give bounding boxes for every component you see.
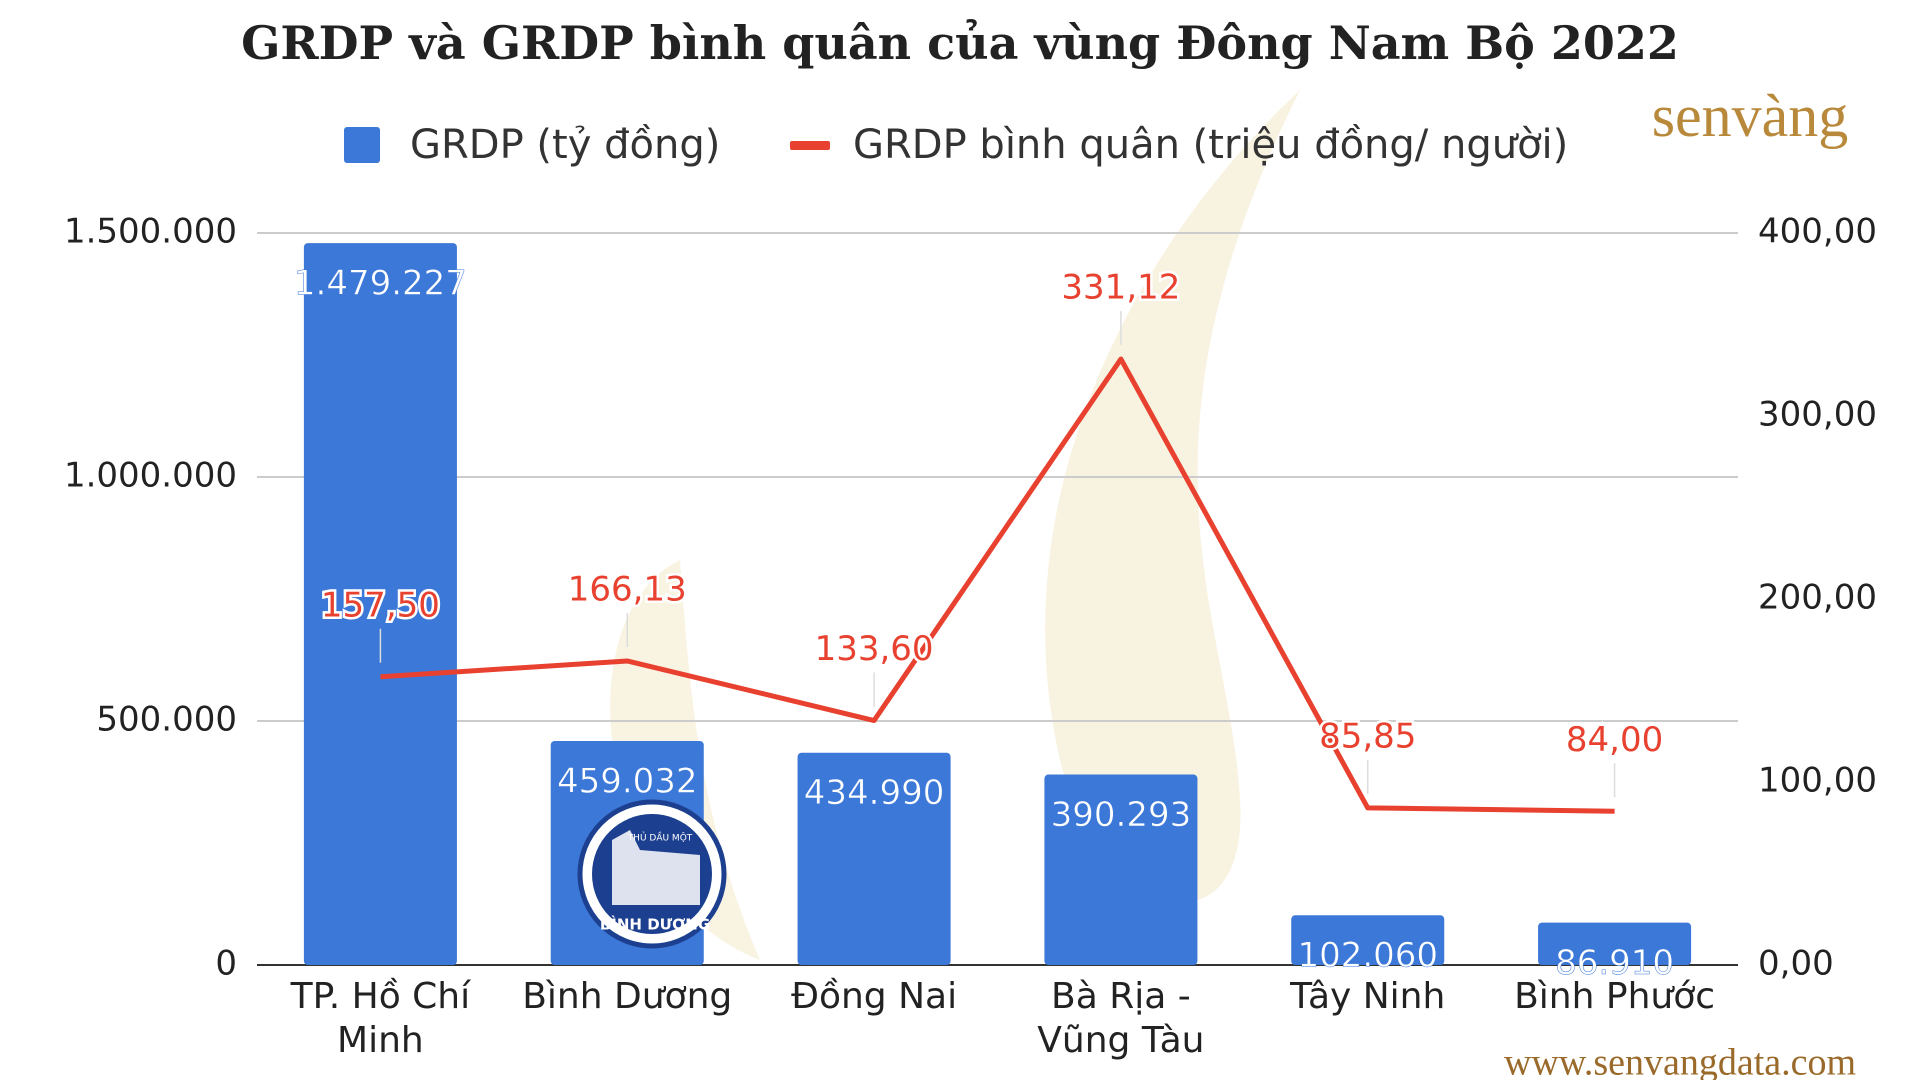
badge-building: [612, 830, 700, 905]
y2-tick-label: 100,00: [1758, 761, 1877, 801]
y-tick-label: 0: [215, 944, 237, 984]
line: [380, 356, 1615, 814]
legend-label: GRDP bình quân (triệu đồng/ người): [853, 122, 1568, 168]
line-value-label: 166,13: [568, 569, 687, 609]
watermark-logo: senvàng: [1652, 83, 1849, 149]
y2-tick-label: 0,00: [1758, 944, 1834, 984]
x-tick-label: Bình Phước: [1514, 976, 1716, 1017]
x-tick-label: Tây Ninh: [1290, 976, 1446, 1017]
line-value-label: 133,60: [815, 629, 934, 669]
legend-label: GRDP (tỷ đồng): [410, 122, 720, 168]
bar-value-label: 1.479.227: [294, 264, 467, 304]
badge-text: BÌNH DƯƠNG: [600, 915, 710, 934]
x-tick-label: TP. Hồ Chí Minh: [290, 976, 471, 1061]
bar: [1538, 922, 1692, 965]
bar-value-label: 390.293: [1051, 795, 1192, 835]
y2-tick-label: 400,00: [1758, 212, 1877, 252]
bar-value-label: 459.032: [557, 761, 698, 801]
line-value-label: 84,00: [1566, 720, 1663, 760]
x-tick-label: Bà Rịa - Vũng Tàu: [1037, 976, 1205, 1061]
legend-swatch: [790, 141, 830, 150]
badge-text: THỦ DẦU MỘT: [627, 831, 693, 844]
y2-tick-label: 300,00: [1758, 395, 1877, 435]
plot-area: 0 500.000 1.000.000 1.500.000 0,00 100,00 200,…: [64, 212, 1877, 984]
line-value-label: 331,12: [1061, 268, 1180, 308]
y2-tick-label: 200,00: [1758, 578, 1877, 618]
y-tick-label: 500.000: [96, 700, 237, 740]
bar-value-label: 102.060: [1297, 936, 1438, 976]
badge: THỦ DẦU MỘT BÌNH DƯƠNG: [577, 799, 727, 949]
bar: [1044, 774, 1198, 965]
bar-value-label: 86.910: [1555, 943, 1674, 983]
watermark-shape: [1045, 90, 1300, 902]
watermark-url: www.senvangdata.com: [1504, 1042, 1856, 1080]
bar: [797, 752, 951, 965]
x-tick-label: Bình Dương: [522, 976, 733, 1017]
y-tick-label: 1.500.000: [64, 212, 237, 252]
bar: [303, 243, 457, 966]
bar: [1291, 915, 1445, 965]
line-value-label: 85,85: [1319, 716, 1416, 756]
bar-value-label: 434.990: [804, 773, 945, 813]
line-value-label: 157,50: [321, 585, 440, 625]
legend-swatch: [344, 127, 380, 163]
chart-title: GRDP và GRDP bình quân của vùng Đông Nam…: [241, 16, 1679, 70]
y-tick-label: 1.000.000: [64, 456, 237, 496]
x-tick-label: Đồng Nai: [791, 976, 958, 1017]
